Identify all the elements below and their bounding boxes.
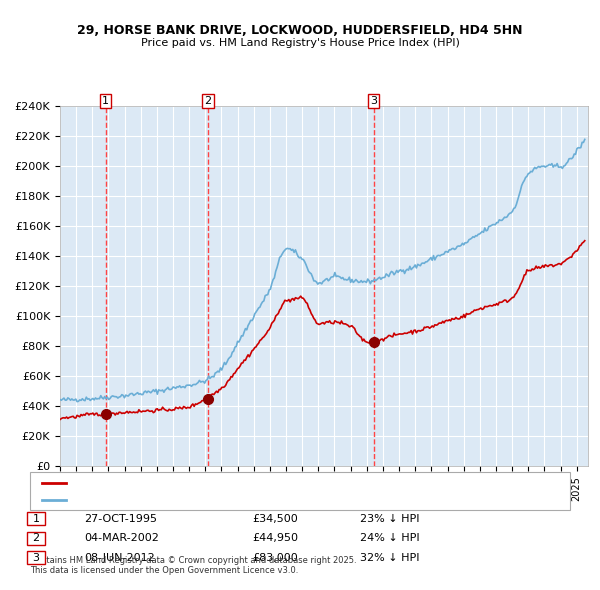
Text: £83,000: £83,000 — [252, 553, 298, 562]
Text: Contains HM Land Registry data © Crown copyright and database right 2025.
This d: Contains HM Land Registry data © Crown c… — [30, 556, 356, 575]
Text: 24% ↓ HPI: 24% ↓ HPI — [360, 533, 419, 543]
Text: 08-JUN-2012: 08-JUN-2012 — [84, 553, 155, 562]
Text: £44,950: £44,950 — [252, 533, 298, 543]
Text: 27-OCT-1995: 27-OCT-1995 — [84, 514, 157, 523]
Text: HPI: Average price, semi-detached house, Kirklees: HPI: Average price, semi-detached house,… — [72, 495, 300, 504]
Text: 2: 2 — [205, 96, 212, 106]
Text: 23% ↓ HPI: 23% ↓ HPI — [360, 514, 419, 523]
Text: 04-MAR-2002: 04-MAR-2002 — [84, 533, 159, 543]
Text: £34,500: £34,500 — [252, 514, 298, 523]
Text: 29, HORSE BANK DRIVE, LOCKWOOD, HUDDERSFIELD, HD4 5HN: 29, HORSE BANK DRIVE, LOCKWOOD, HUDDERSF… — [77, 24, 523, 37]
Text: 1: 1 — [102, 96, 109, 106]
Text: 1: 1 — [32, 514, 40, 523]
Text: 3: 3 — [370, 96, 377, 106]
Text: 29, HORSE BANK DRIVE, LOCKWOOD, HUDDERSFIELD, HD4 5HN (semi-detached house): 29, HORSE BANK DRIVE, LOCKWOOD, HUDDERSF… — [72, 478, 467, 487]
Text: Price paid vs. HM Land Registry's House Price Index (HPI): Price paid vs. HM Land Registry's House … — [140, 38, 460, 48]
Text: 32% ↓ HPI: 32% ↓ HPI — [360, 553, 419, 562]
Text: 2: 2 — [32, 533, 40, 543]
Text: 3: 3 — [32, 553, 40, 562]
